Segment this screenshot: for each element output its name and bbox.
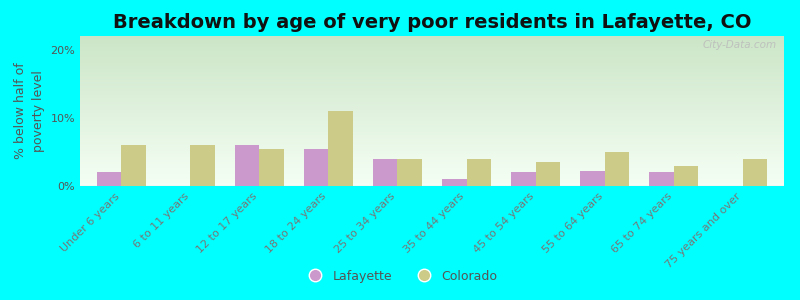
Bar [580, 171, 605, 186]
Bar [329, 111, 353, 186]
Title: Breakdown by age of very poor residents in Lafayette, CO: Breakdown by age of very poor residents … [113, 13, 751, 32]
Bar [374, 159, 398, 186]
Legend: Lafayette, Colorado: Lafayette, Colorado [298, 265, 502, 288]
Bar [235, 145, 259, 186]
Bar [535, 162, 560, 186]
Text: City-Data.com: City-Data.com [703, 40, 777, 50]
Bar [674, 166, 698, 186]
Y-axis label: % below half of
poverty level: % below half of poverty level [14, 63, 45, 159]
Bar [650, 172, 674, 186]
Bar [442, 179, 466, 186]
Bar [190, 145, 214, 186]
Bar [259, 148, 284, 186]
Bar [742, 159, 766, 186]
Bar [98, 172, 122, 186]
Bar [466, 159, 490, 186]
Bar [511, 172, 535, 186]
Bar [605, 152, 629, 186]
Bar [398, 159, 422, 186]
Bar [304, 148, 329, 186]
Bar [122, 145, 146, 186]
